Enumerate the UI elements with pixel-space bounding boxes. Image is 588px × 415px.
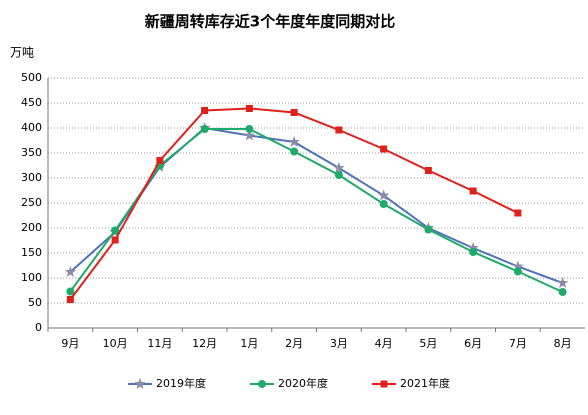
data-point bbox=[377, 189, 390, 201]
x-tick-label: 10月 bbox=[103, 337, 128, 350]
data-point bbox=[558, 288, 567, 296]
legend-label: 2020年度 bbox=[278, 376, 328, 390]
data-point bbox=[513, 267, 522, 276]
legend-marker bbox=[258, 380, 266, 388]
data-point bbox=[201, 107, 209, 114]
data-point bbox=[380, 145, 388, 153]
x-tick-label: 7月 bbox=[509, 337, 527, 350]
data-point bbox=[334, 171, 343, 179]
y-tick-label: 100 bbox=[21, 271, 42, 284]
data-point bbox=[66, 296, 74, 303]
legend-marker bbox=[380, 380, 388, 388]
data-point bbox=[467, 242, 479, 253]
data-point bbox=[333, 162, 345, 173]
data-point bbox=[156, 157, 164, 164]
legend-label: 2019年度 bbox=[156, 376, 206, 390]
x-tick-label: 5月 bbox=[419, 337, 437, 350]
y-tick-label: 450 bbox=[21, 96, 42, 109]
data-point bbox=[245, 125, 254, 133]
data-point bbox=[290, 109, 298, 116]
chart-title: 新疆周转库存近3个年度年度同期对比 bbox=[145, 13, 395, 31]
data-point bbox=[556, 277, 569, 288]
x-tick-label: 1月 bbox=[240, 337, 258, 350]
data-point bbox=[512, 260, 524, 272]
y-tick-label: 150 bbox=[21, 246, 42, 259]
data-point bbox=[335, 126, 343, 134]
data-point bbox=[469, 187, 477, 195]
x-tick-label: 9月 bbox=[61, 337, 79, 350]
data-point bbox=[200, 125, 209, 133]
y-axis-label: 万吨 bbox=[10, 46, 34, 60]
x-tick-label: 2月 bbox=[285, 337, 303, 350]
x-tick-label: 6月 bbox=[464, 337, 482, 350]
y-tick-label: 200 bbox=[21, 221, 42, 234]
data-point bbox=[111, 236, 119, 244]
x-tick-label: 11月 bbox=[147, 337, 172, 350]
data-point bbox=[379, 200, 388, 208]
data-point bbox=[290, 147, 299, 156]
y-tick-label: 0 bbox=[35, 321, 42, 334]
data-point bbox=[243, 129, 256, 141]
data-point bbox=[469, 248, 478, 256]
y-tick-label: 50 bbox=[28, 296, 42, 309]
x-tick-label: 3月 bbox=[330, 337, 348, 350]
data-point bbox=[514, 209, 522, 217]
x-tick-label: 12月 bbox=[192, 337, 217, 350]
y-tick-label: 400 bbox=[21, 121, 42, 134]
y-tick-label: 250 bbox=[21, 196, 42, 209]
x-tick-label: 4月 bbox=[375, 337, 393, 350]
data-point bbox=[245, 105, 253, 112]
data-point bbox=[64, 266, 77, 277]
legend-label: 2021年度 bbox=[400, 376, 450, 390]
data-point bbox=[111, 226, 120, 235]
y-tick-label: 500 bbox=[21, 71, 42, 84]
data-point bbox=[424, 167, 432, 174]
series-line bbox=[69, 128, 564, 293]
data-point bbox=[288, 136, 300, 147]
legend-marker bbox=[134, 378, 146, 389]
y-tick-label: 350 bbox=[21, 146, 42, 159]
data-point bbox=[424, 225, 433, 234]
data-point bbox=[66, 287, 75, 296]
x-tick-label: 8月 bbox=[554, 337, 572, 350]
y-tick-label: 300 bbox=[21, 171, 42, 184]
